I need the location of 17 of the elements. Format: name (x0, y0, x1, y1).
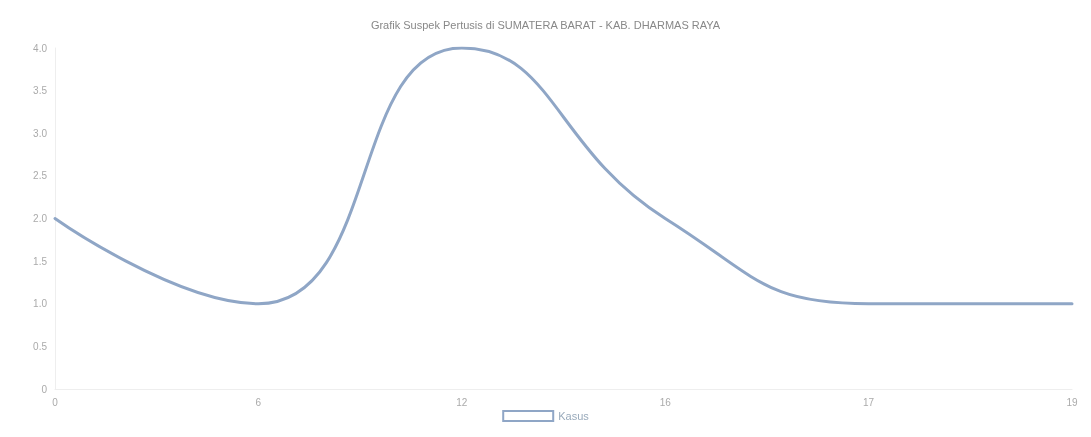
y-tick-label: 3.5 (33, 85, 48, 97)
y-tick-label: 3.0 (33, 127, 48, 139)
y-tick-label: 0 (41, 383, 48, 395)
y-tick-label: 4.0 (33, 42, 48, 54)
y-tick-label: 0.5 (33, 340, 48, 352)
legend-label: Kasus (558, 410, 590, 422)
x-tick-label: 0 (52, 396, 59, 408)
y-tick-label: 2.5 (33, 170, 48, 182)
y-tick-label: 2.0 (33, 213, 48, 224)
x-tick-label: 12 (456, 396, 468, 408)
y-tick-label: 1.0 (33, 298, 48, 310)
chart-title: Grafik Suspek Pertusis di SUMATERA BARAT - KAB. DHARMAS RAYA (370, 18, 721, 31)
x-tick-label: 17 (863, 396, 875, 408)
x-tick-label: 6 (255, 396, 262, 408)
y-tick-label: 1.5 (33, 255, 48, 267)
x-tick-label: 16 (659, 396, 672, 408)
x-tick-label: 19 (1066, 396, 1078, 408)
